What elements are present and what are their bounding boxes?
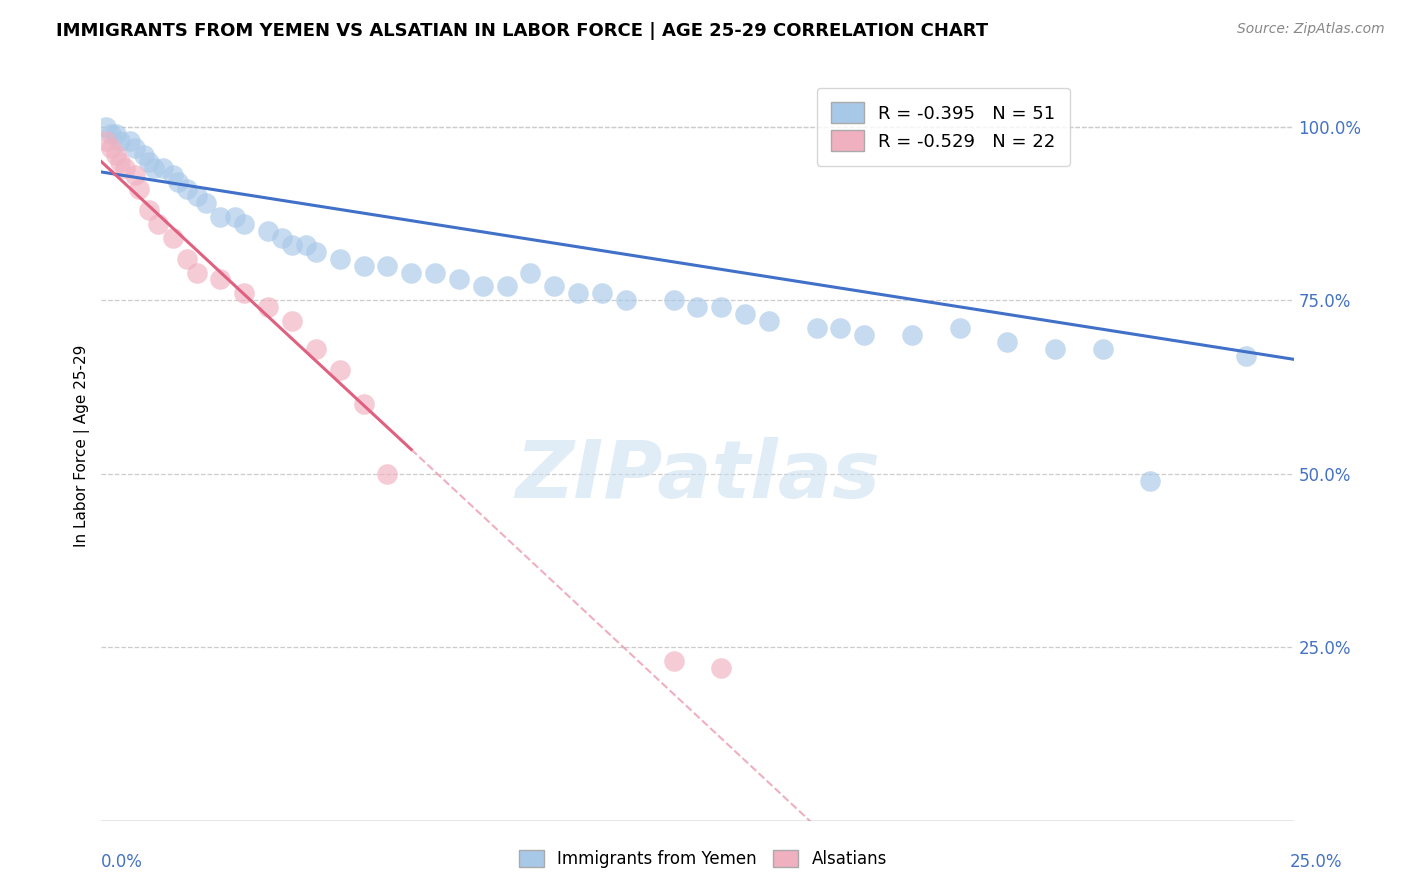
Point bbox=[853, 328, 876, 343]
Point bbox=[758, 314, 780, 328]
Point bbox=[233, 286, 256, 301]
Point bbox=[257, 300, 280, 314]
Point bbox=[662, 293, 685, 308]
Point bbox=[176, 252, 198, 266]
Point bbox=[295, 237, 318, 252]
Point bbox=[138, 203, 160, 218]
Point bbox=[186, 189, 208, 203]
Text: ZIPatlas: ZIPatlas bbox=[515, 437, 880, 515]
Point bbox=[104, 147, 127, 161]
Point bbox=[142, 161, 165, 176]
Point bbox=[329, 252, 352, 266]
Point bbox=[949, 321, 972, 335]
Text: IMMIGRANTS FROM YEMEN VS ALSATIAN IN LABOR FORCE | AGE 25-29 CORRELATION CHART: IMMIGRANTS FROM YEMEN VS ALSATIAN IN LAB… bbox=[56, 22, 988, 40]
Point bbox=[806, 321, 828, 335]
Legend: R = -0.395   N = 51, R = -0.529   N = 22: R = -0.395 N = 51, R = -0.529 N = 22 bbox=[817, 88, 1070, 166]
Point bbox=[209, 210, 232, 224]
Point bbox=[710, 661, 733, 675]
Point bbox=[114, 161, 136, 176]
Point bbox=[162, 169, 184, 183]
Point bbox=[662, 654, 685, 668]
Point bbox=[209, 272, 232, 286]
Point bbox=[148, 217, 170, 231]
Point bbox=[281, 314, 304, 328]
Point bbox=[519, 266, 541, 280]
Point bbox=[94, 120, 117, 134]
Point bbox=[118, 134, 141, 148]
Point bbox=[901, 328, 924, 343]
Point bbox=[399, 266, 422, 280]
Point bbox=[710, 300, 733, 314]
Point bbox=[124, 169, 146, 183]
Point bbox=[110, 134, 132, 148]
Text: Source: ZipAtlas.com: Source: ZipAtlas.com bbox=[1237, 22, 1385, 37]
Point bbox=[353, 259, 375, 273]
Point bbox=[377, 259, 399, 273]
Point bbox=[271, 231, 294, 245]
Text: 25.0%: 25.0% bbox=[1291, 853, 1343, 871]
Point bbox=[186, 266, 208, 280]
Point bbox=[162, 231, 184, 245]
Point bbox=[138, 154, 160, 169]
Point bbox=[94, 134, 117, 148]
Point bbox=[447, 272, 470, 286]
Y-axis label: In Labor Force | Age 25-29: In Labor Force | Age 25-29 bbox=[75, 345, 90, 547]
Point bbox=[100, 141, 122, 155]
Point bbox=[1139, 474, 1161, 488]
Text: 0.0%: 0.0% bbox=[101, 853, 143, 871]
Point bbox=[195, 196, 218, 211]
Legend: Immigrants from Yemen, Alsatians: Immigrants from Yemen, Alsatians bbox=[512, 843, 894, 875]
Point bbox=[471, 279, 494, 293]
Point bbox=[543, 279, 565, 293]
Point bbox=[329, 362, 352, 376]
Point bbox=[100, 127, 122, 141]
Point bbox=[305, 342, 328, 356]
Point bbox=[830, 321, 852, 335]
Point bbox=[423, 266, 446, 280]
Point bbox=[128, 182, 150, 196]
Point bbox=[495, 279, 517, 293]
Point bbox=[734, 307, 756, 321]
Point bbox=[233, 217, 256, 231]
Point bbox=[281, 237, 304, 252]
Point bbox=[1091, 342, 1114, 356]
Point bbox=[1043, 342, 1066, 356]
Point bbox=[305, 244, 328, 259]
Point bbox=[257, 224, 280, 238]
Point bbox=[166, 175, 188, 189]
Point bbox=[995, 334, 1018, 349]
Point bbox=[614, 293, 637, 308]
Point bbox=[134, 147, 156, 161]
Point bbox=[152, 161, 174, 176]
Point bbox=[377, 467, 399, 481]
Point bbox=[124, 141, 146, 155]
Point bbox=[686, 300, 709, 314]
Point bbox=[567, 286, 589, 301]
Point bbox=[110, 154, 132, 169]
Point bbox=[591, 286, 613, 301]
Point bbox=[104, 127, 127, 141]
Point bbox=[1234, 349, 1257, 363]
Point bbox=[176, 182, 198, 196]
Point bbox=[353, 397, 375, 411]
Point bbox=[224, 210, 246, 224]
